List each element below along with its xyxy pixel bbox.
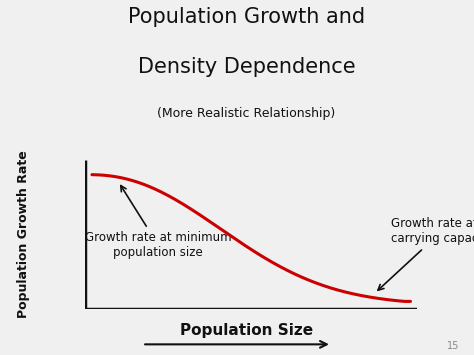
Text: Growth rate at minimum
population size: Growth rate at minimum population size [85,186,232,259]
Text: 15: 15 [447,342,460,351]
Text: Population Growth and: Population Growth and [128,7,365,27]
Text: (More Realistic Relationship): (More Realistic Relationship) [157,106,336,120]
Text: Population Growth Rate: Population Growth Rate [17,151,30,318]
Text: Density Dependence: Density Dependence [137,57,356,77]
Text: Growth rate at
carrying capacity: Growth rate at carrying capacity [378,217,474,290]
Text: Population Size: Population Size [180,323,313,338]
